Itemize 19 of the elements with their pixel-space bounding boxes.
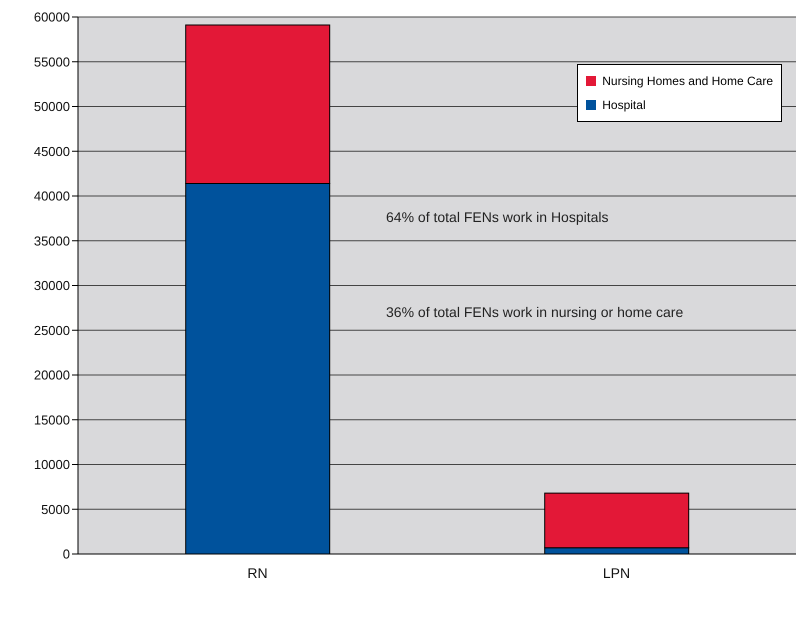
annotation: 64% of total FENs work in Hospitals bbox=[386, 209, 609, 225]
y-tick-label: 5000 bbox=[41, 502, 70, 517]
y-tick-label: 45000 bbox=[34, 144, 70, 159]
y-tick-label: 50000 bbox=[34, 99, 70, 114]
y-tick-label: 25000 bbox=[34, 322, 70, 338]
annotation: 36% of total FENs work in nursing or home care bbox=[386, 304, 684, 320]
x-tick-label: LPN bbox=[602, 564, 630, 581]
y-tick-label: 60000 bbox=[34, 10, 70, 25]
y-tick-label: 35000 bbox=[34, 233, 70, 248]
y-tick-label: 0 bbox=[62, 546, 70, 562]
y-tick-label: 55000 bbox=[34, 54, 70, 70]
y-tick-label: 40000 bbox=[34, 188, 70, 204]
y-tick-label: 20000 bbox=[34, 368, 70, 383]
x-tick-label: RN bbox=[247, 564, 268, 581]
legend-label: Nursing Homes and Home Care bbox=[602, 73, 773, 90]
y-tick-label: 15000 bbox=[34, 412, 70, 428]
legend-label: Hospital bbox=[602, 97, 646, 114]
y-tick-label: 10000 bbox=[34, 457, 70, 472]
y-tick-label: 30000 bbox=[34, 278, 70, 294]
